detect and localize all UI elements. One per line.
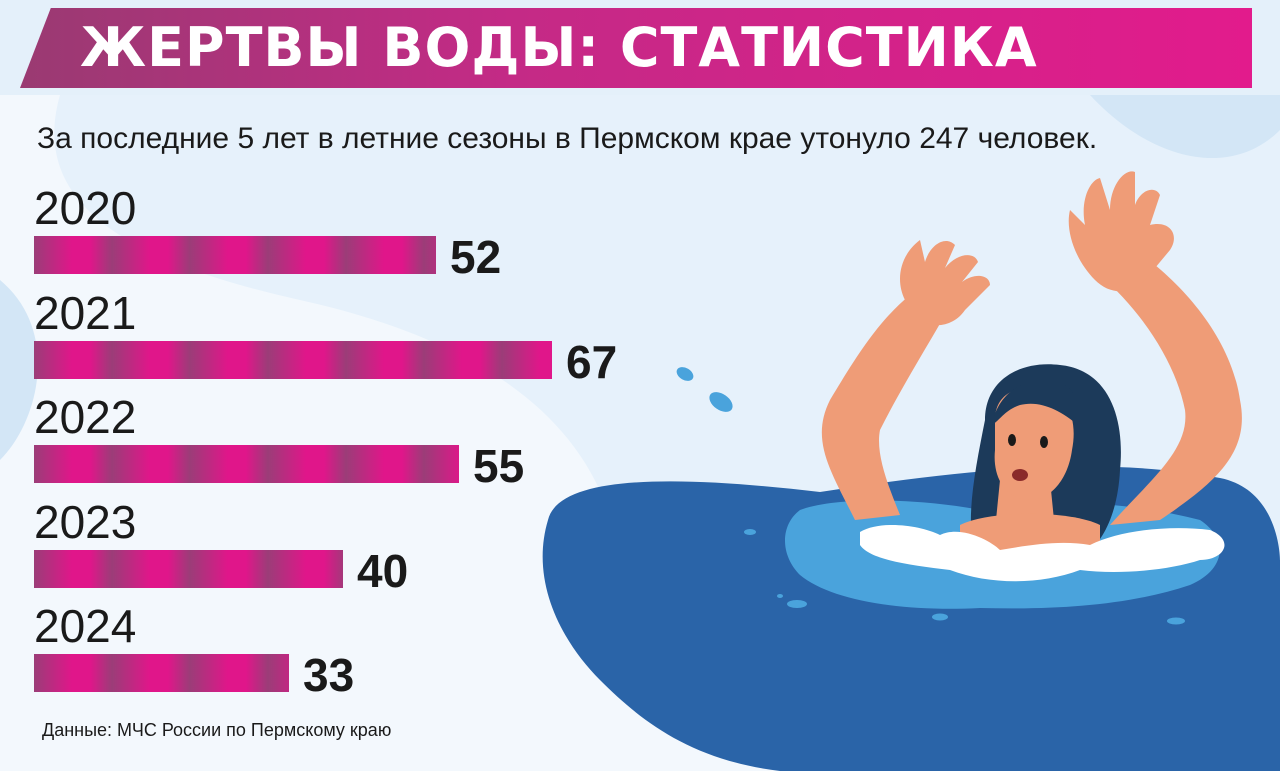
year-label: 2021 [34, 286, 137, 339]
bar-value-label: 40 [357, 544, 409, 597]
chart-subtitle: За последние 5 лет в летние сезоны в Пер… [37, 122, 1098, 155]
bar [34, 445, 459, 483]
year-label: 2020 [34, 182, 137, 234]
data-source-note: Данные: МЧС России по Пермскому краю [42, 720, 392, 740]
drowning-woman-icon [821, 171, 1242, 582]
bar-value-label: 55 [473, 440, 525, 492]
year-label: 2024 [34, 600, 137, 652]
year-label: 2022 [34, 391, 137, 443]
bar [34, 654, 289, 692]
bar-value-label: 52 [450, 231, 502, 283]
bar [34, 340, 552, 379]
year-label: 2023 [34, 495, 137, 548]
bar-value-label: 33 [303, 649, 355, 701]
bar [34, 236, 436, 274]
title-banner [20, 8, 1252, 88]
bar-value-label: 67 [566, 335, 618, 388]
page-title: ЖЕРТВЫ ВОДЫ: СТАТИСТИКА [80, 16, 1038, 79]
bar [34, 549, 343, 588]
water-droplet-icon [676, 367, 733, 412]
